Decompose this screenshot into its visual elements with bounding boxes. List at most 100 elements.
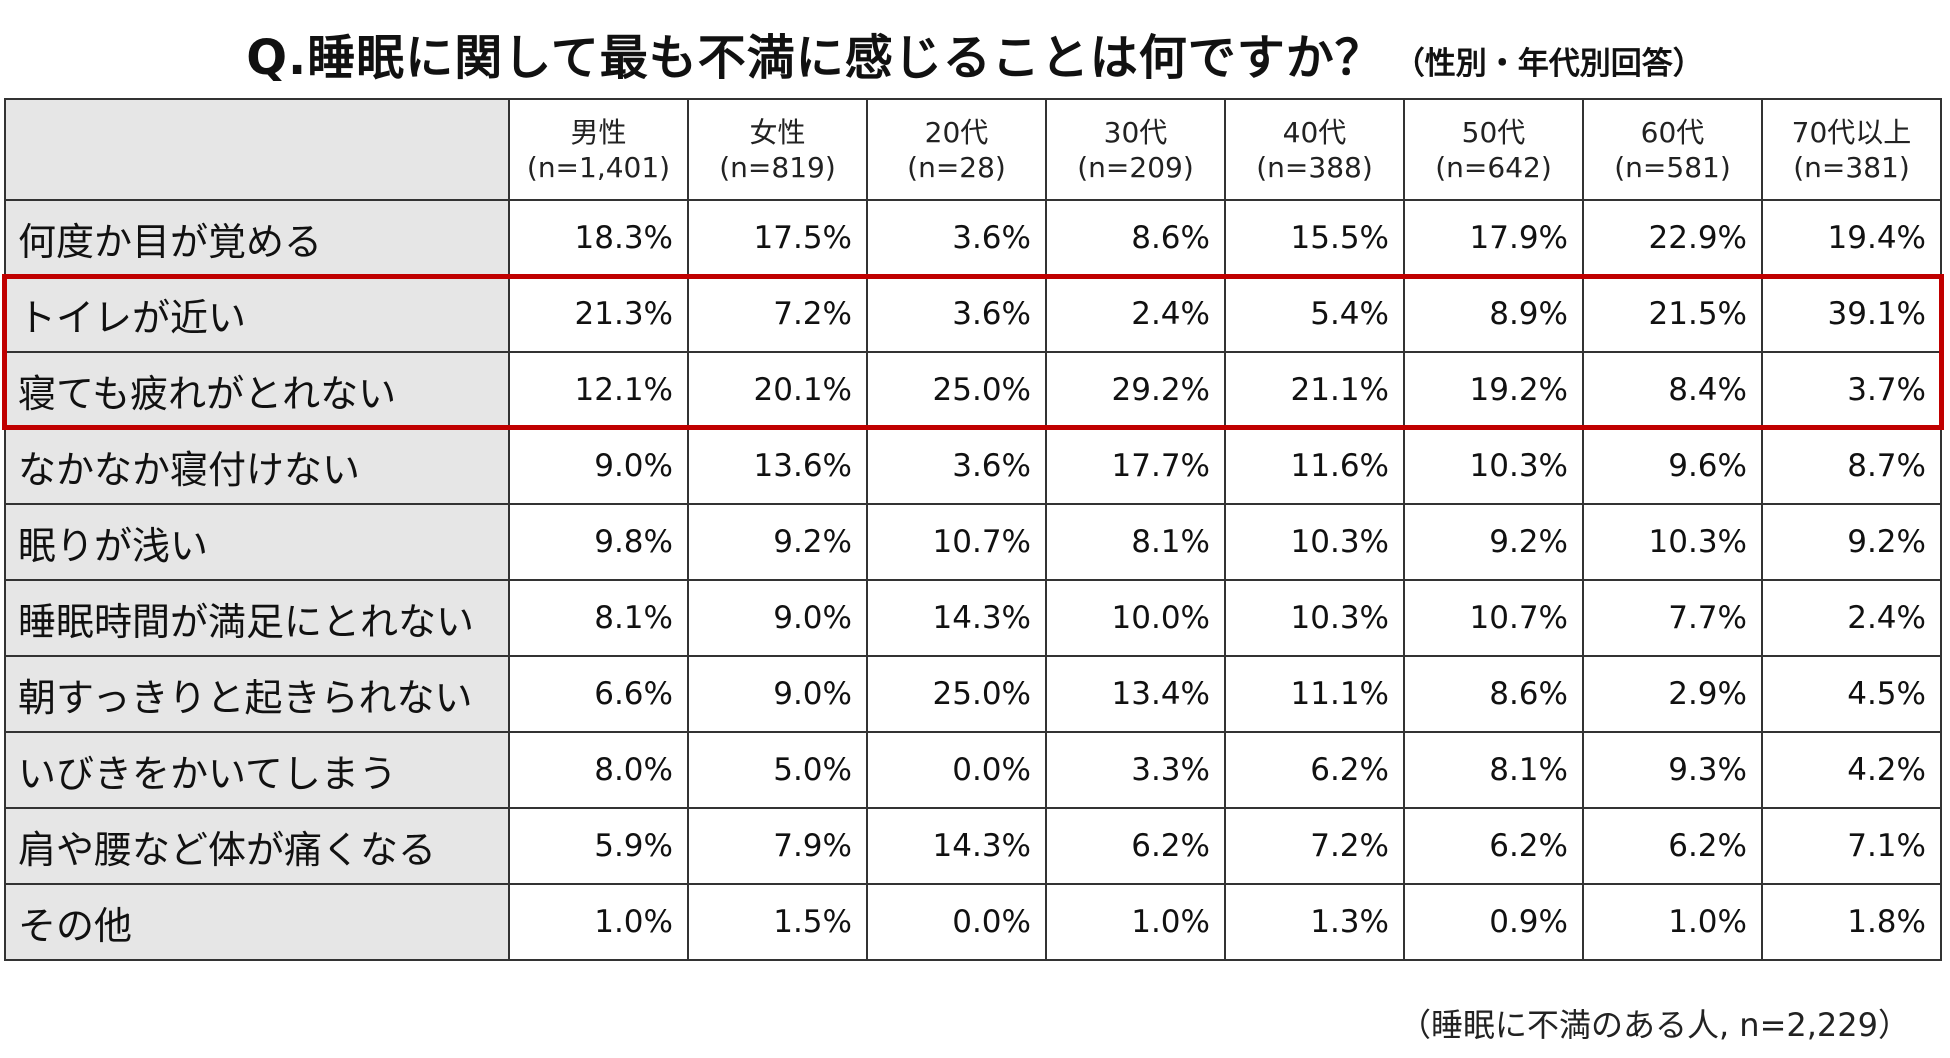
value-cell: 17.9% <box>1403 199 1584 277</box>
value-cell: 4.5% <box>1761 655 1942 733</box>
value-cell: 5.4% <box>1224 275 1405 353</box>
value-cell: 8.4% <box>1582 351 1763 429</box>
row-label: 睡眠時間が満足にとれない <box>4 579 510 657</box>
value-cell: 7.7% <box>1582 579 1763 657</box>
value-cell: 6.2% <box>1582 807 1763 885</box>
value-cell: 21.5% <box>1582 275 1763 353</box>
value-cell: 9.0% <box>687 579 868 657</box>
column-header-name: 50代 <box>1461 115 1526 149</box>
table-body: 何度か目が覚める 18.3% 17.5% 3.6% 8.6% 15.5% 17.9% 22.9… <box>4 199 1942 961</box>
value-cell: 17.5% <box>687 199 868 277</box>
value-cell: 10.7% <box>866 503 1047 581</box>
table-row: その他 1.0% 1.5% 0.0% 1.0% 1.3% 0.9% 1.0% 1.8% <box>4 883 1942 961</box>
column-header-sample-size: (n=642) <box>1435 150 1552 184</box>
value-cell: 14.3% <box>866 579 1047 657</box>
column-header: 男性 (n=1,401) <box>508 98 689 201</box>
value-cell: 4.2% <box>1761 731 1942 809</box>
results-table-wrap: 男性 (n=1,401) 女性 (n=819) 20代 (n=28) 30代 (n=209) 4… <box>4 98 1942 961</box>
value-cell: 22.9% <box>1582 199 1763 277</box>
table-row: 寝ても疲れがとれない 12.1% 20.1% 25.0% 29.2% 21.1% 19.2%… <box>4 351 1942 429</box>
value-cell: 25.0% <box>866 351 1047 429</box>
value-cell: 20.1% <box>687 351 868 429</box>
column-header: 女性 (n=819) <box>687 98 868 201</box>
column-header-name: 20代 <box>924 115 989 149</box>
row-label: 肩や腰など体が痛くなる <box>4 807 510 885</box>
value-cell: 8.0% <box>508 731 689 809</box>
value-cell: 8.1% <box>1045 503 1226 581</box>
column-header-sample-size: (n=1,401) <box>526 150 671 184</box>
table-row: 朝すっきりと起きられない 6.6% 9.0% 25.0% 13.4% 11.1% 8.6% 2… <box>4 655 1942 733</box>
value-cell: 2.4% <box>1045 275 1226 353</box>
value-cell: 7.2% <box>1224 807 1405 885</box>
value-cell: 9.6% <box>1582 427 1763 505</box>
table-row: トイレが近い 21.3% 7.2% 3.6% 2.4% 5.4% 8.9% 21.5% 39.1… <box>4 275 1942 353</box>
value-cell: 11.1% <box>1224 655 1405 733</box>
value-cell: 2.9% <box>1582 655 1763 733</box>
value-cell: 8.7% <box>1761 427 1942 505</box>
value-cell: 5.9% <box>508 807 689 885</box>
value-cell: 1.8% <box>1761 883 1942 961</box>
column-header: 50代 (n=642) <box>1403 98 1584 201</box>
value-cell: 8.6% <box>1045 199 1226 277</box>
value-cell: 1.0% <box>1045 883 1226 961</box>
value-cell: 9.0% <box>508 427 689 505</box>
value-cell: 7.1% <box>1761 807 1942 885</box>
column-header-name: 70代以上 <box>1791 115 1912 149</box>
value-cell: 0.9% <box>1403 883 1584 961</box>
value-cell: 9.3% <box>1582 731 1763 809</box>
value-cell: 11.6% <box>1224 427 1405 505</box>
row-label: なかなか寝付けない <box>4 427 510 505</box>
value-cell: 0.0% <box>866 731 1047 809</box>
value-cell: 6.2% <box>1403 807 1584 885</box>
row-label: いびきをかいてしまう <box>4 731 510 809</box>
value-cell: 21.3% <box>508 275 689 353</box>
value-cell: 8.1% <box>508 579 689 657</box>
value-cell: 3.6% <box>866 275 1047 353</box>
value-cell: 7.9% <box>687 807 868 885</box>
row-label: トイレが近い <box>4 275 510 353</box>
table-row: 何度か目が覚める 18.3% 17.5% 3.6% 8.6% 15.5% 17.9% 22.9… <box>4 199 1942 277</box>
value-cell: 3.7% <box>1761 351 1942 429</box>
value-cell: 14.3% <box>866 807 1047 885</box>
value-cell: 21.1% <box>1224 351 1405 429</box>
value-cell: 1.3% <box>1224 883 1405 961</box>
column-header-name: 男性 <box>570 115 627 149</box>
value-cell: 39.1% <box>1761 275 1942 353</box>
value-cell: 0.0% <box>866 883 1047 961</box>
row-label: その他 <box>4 883 510 961</box>
value-cell: 13.4% <box>1045 655 1226 733</box>
value-cell: 25.0% <box>866 655 1047 733</box>
row-label: 何度か目が覚める <box>4 199 510 277</box>
value-cell: 19.4% <box>1761 199 1942 277</box>
column-header-sample-size: (n=388) <box>1256 150 1373 184</box>
value-cell: 10.3% <box>1582 503 1763 581</box>
value-cell: 17.7% <box>1045 427 1226 505</box>
value-cell: 2.4% <box>1761 579 1942 657</box>
column-header-sample-size: (n=28) <box>907 150 1006 184</box>
row-label: 寝ても疲れがとれない <box>4 351 510 429</box>
value-cell: 10.3% <box>1403 427 1584 505</box>
column-header-sample-size: (n=581) <box>1614 150 1731 184</box>
value-cell: 10.0% <box>1045 579 1226 657</box>
column-header-name: 30代 <box>1103 115 1168 149</box>
column-header: 40代 (n=388) <box>1224 98 1405 201</box>
value-cell: 29.2% <box>1045 351 1226 429</box>
column-header-name: 40代 <box>1282 115 1347 149</box>
value-cell: 19.2% <box>1403 351 1584 429</box>
value-cell: 8.1% <box>1403 731 1584 809</box>
value-cell: 9.8% <box>508 503 689 581</box>
value-cell: 6.2% <box>1224 731 1405 809</box>
value-cell: 9.2% <box>687 503 868 581</box>
value-cell: 15.5% <box>1224 199 1405 277</box>
header-row: 男性 (n=1,401) 女性 (n=819) 20代 (n=28) 30代 (n=209) 4… <box>4 98 1942 201</box>
table-row: 眠りが浅い 9.8% 9.2% 10.7% 8.1% 10.3% 9.2% 10.3% 9.2% <box>4 503 1942 581</box>
table-row: 肩や腰など体が痛くなる 5.9% 7.9% 14.3% 6.2% 7.2% 6.2% 6.2%… <box>4 807 1942 885</box>
value-cell: 3.6% <box>866 427 1047 505</box>
table-row: 睡眠時間が満足にとれない 8.1% 9.0% 14.3% 10.0% 10.3% 10.7%… <box>4 579 1942 657</box>
row-label: 眠りが浅い <box>4 503 510 581</box>
value-cell: 7.2% <box>687 275 868 353</box>
title-sub: （性別・年代別回答） <box>1393 46 1704 82</box>
column-header-name: 女性 <box>749 115 806 149</box>
column-header-sample-size: (n=209) <box>1077 150 1194 184</box>
value-cell: 12.1% <box>508 351 689 429</box>
